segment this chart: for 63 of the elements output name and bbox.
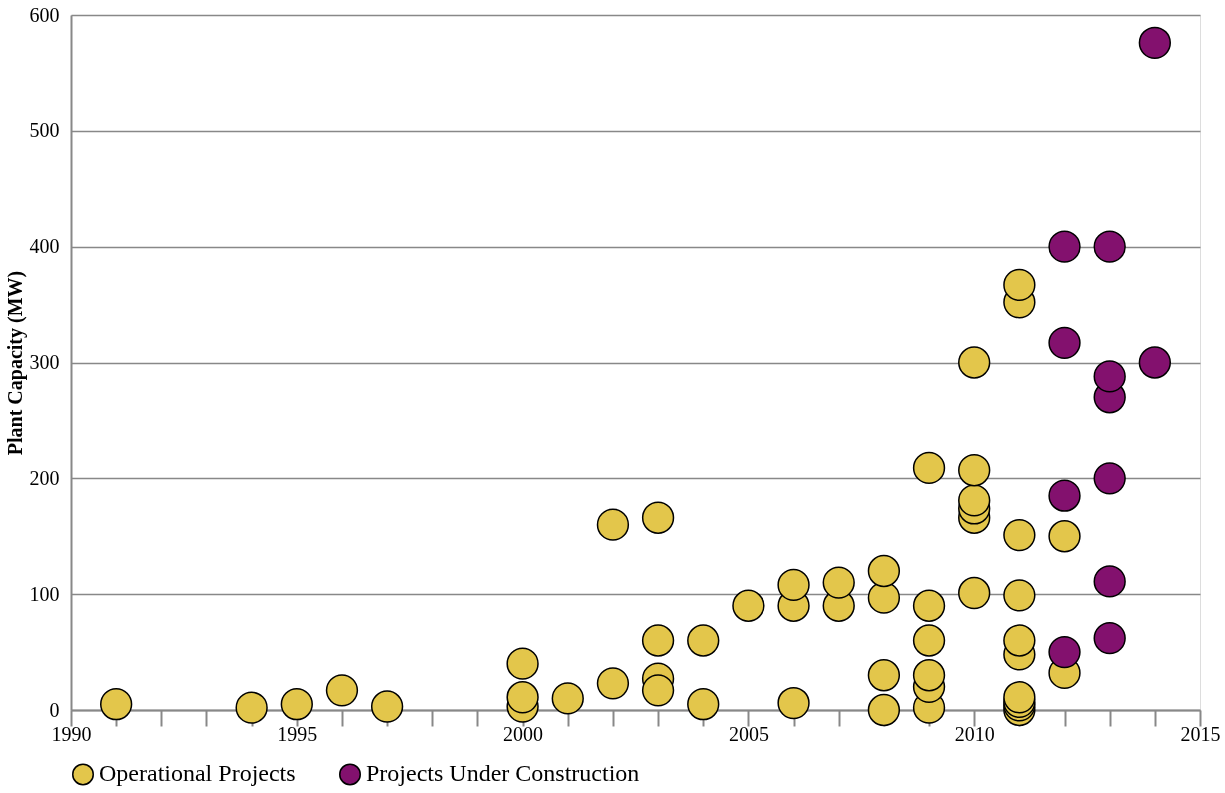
point xyxy=(1003,579,1036,612)
point xyxy=(506,647,539,680)
point xyxy=(1138,26,1171,59)
point xyxy=(1093,230,1126,263)
point xyxy=(1048,230,1081,263)
point xyxy=(1003,268,1036,302)
point xyxy=(596,508,630,541)
legend-label: Projects Under Construction xyxy=(366,760,640,787)
point xyxy=(325,674,359,707)
legend-label: Operational Projects xyxy=(99,760,296,787)
point xyxy=(1093,565,1126,598)
point xyxy=(867,659,901,692)
point xyxy=(912,451,946,485)
point xyxy=(641,674,675,707)
y-tick-label: 600 xyxy=(29,3,60,26)
point xyxy=(958,454,991,487)
point xyxy=(912,659,946,692)
point xyxy=(822,566,855,599)
point xyxy=(1048,326,1081,359)
point xyxy=(551,682,584,715)
point xyxy=(370,690,404,723)
x-tick-label: 2005 xyxy=(728,722,769,745)
point xyxy=(641,501,675,534)
point xyxy=(235,691,268,724)
x-tick-label: 1990 xyxy=(51,722,92,745)
point xyxy=(596,667,630,700)
y-tick-label: 300 xyxy=(29,351,60,373)
point xyxy=(958,484,991,517)
y-tick-label: 400 xyxy=(29,235,60,258)
point xyxy=(958,346,991,379)
y-tick-label: 100 xyxy=(29,582,60,605)
point xyxy=(1093,462,1126,495)
x-tick-label: 2000 xyxy=(503,722,544,745)
point xyxy=(732,589,765,622)
point xyxy=(958,576,991,610)
point xyxy=(867,581,901,614)
point xyxy=(687,688,720,721)
point xyxy=(912,624,946,657)
point xyxy=(100,688,133,721)
point xyxy=(1093,360,1126,393)
point xyxy=(867,693,901,727)
point xyxy=(1093,622,1126,655)
y-tick-label: 500 xyxy=(29,119,60,142)
point xyxy=(1048,635,1081,669)
point xyxy=(777,568,810,602)
point xyxy=(867,554,901,588)
point xyxy=(1003,518,1036,552)
point xyxy=(912,589,946,622)
y-axis-title: Plant Capacity (MW) xyxy=(3,270,27,456)
point xyxy=(506,681,539,714)
point xyxy=(1048,479,1081,512)
point xyxy=(641,624,675,657)
y-tick-label: 0 xyxy=(49,698,60,721)
y-tick-label: 200 xyxy=(29,466,60,489)
point xyxy=(280,688,313,721)
point xyxy=(1048,520,1081,553)
x-tick-label: 1995 xyxy=(277,722,318,745)
point xyxy=(1003,624,1036,657)
x-tick-label: 2015 xyxy=(1180,722,1221,745)
x-tick-label: 2010 xyxy=(954,722,995,745)
point xyxy=(687,624,720,657)
point xyxy=(777,686,810,720)
point xyxy=(1138,346,1171,379)
